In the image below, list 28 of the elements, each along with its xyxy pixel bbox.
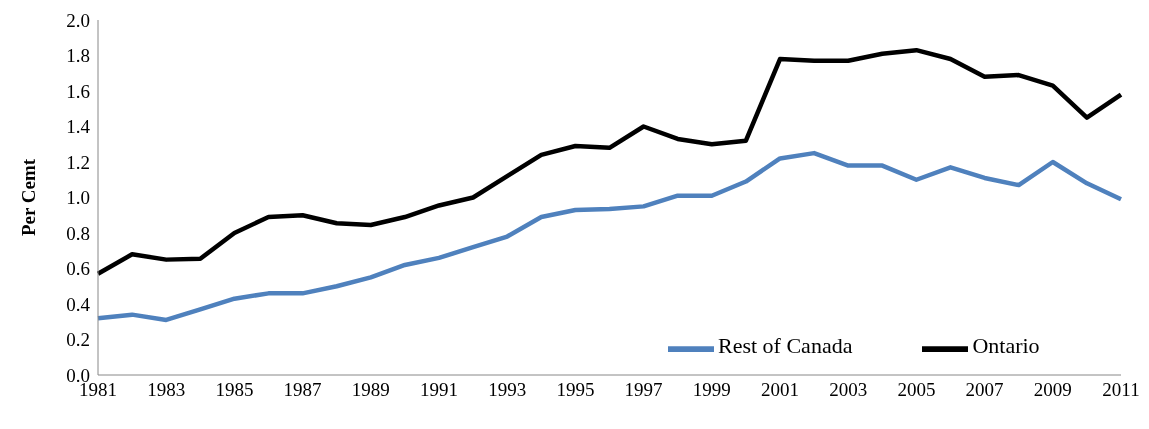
x-tick-label: 2001 <box>761 379 799 401</box>
y-tick-label: 1.2 <box>66 151 90 173</box>
y-tick-label: 1.8 <box>66 45 90 67</box>
y-tick-label: 1.0 <box>66 187 90 209</box>
x-tick-label: 1995 <box>556 379 595 401</box>
x-tick-label: 1987 <box>283 379 322 401</box>
x-tick-label: 1993 <box>488 379 527 401</box>
x-tick-label: 2009 <box>1033 379 1072 401</box>
y-tick-label: 1.4 <box>66 116 91 138</box>
x-tick-label: 1983 <box>147 379 186 401</box>
y-tick-label: 0.4 <box>66 293 91 315</box>
y-tick-label: 0.6 <box>66 258 90 280</box>
y-axis-title: Per Cemt <box>17 158 39 237</box>
y-tick-label: 0.8 <box>66 222 90 244</box>
legend-label: Ontario <box>972 332 1040 358</box>
x-tick-label: 2005 <box>897 379 936 401</box>
x-tick-label: 1991 <box>420 379 458 401</box>
x-tick-label: 1997 <box>624 379 663 401</box>
x-tick-label: 2011 <box>1102 379 1140 401</box>
x-tick-label: 1999 <box>692 379 731 401</box>
y-tick-label: 0.2 <box>66 329 90 351</box>
x-tick-label: 2007 <box>965 379 1004 401</box>
x-tick-label: 2003 <box>829 379 868 401</box>
x-tick-label: 1989 <box>351 379 390 401</box>
y-tick-label: 1.6 <box>66 80 90 102</box>
y-tick-label: 2.0 <box>66 9 90 31</box>
x-tick-label: 1985 <box>215 379 254 401</box>
legend-label: Rest of Canada <box>718 332 853 358</box>
